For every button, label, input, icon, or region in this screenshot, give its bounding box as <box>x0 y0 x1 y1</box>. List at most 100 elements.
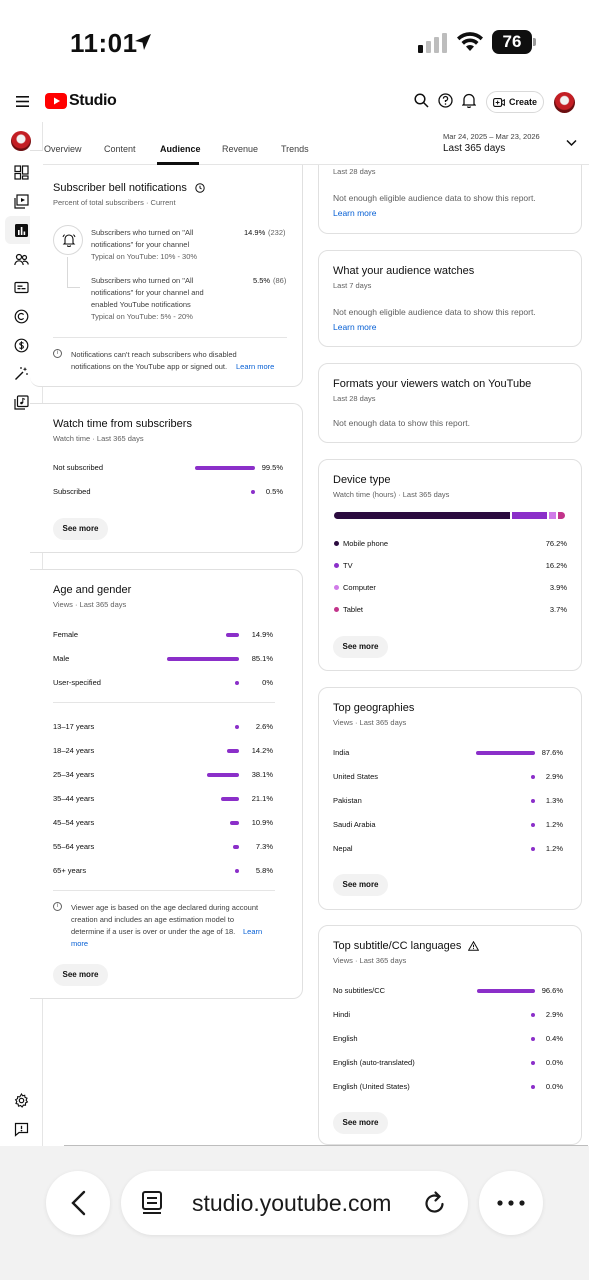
age-bar <box>229 821 239 825</box>
age-row-value: 38.1% <box>251 770 273 779</box>
geo-see-more-button[interactable]: See more <box>333 874 388 896</box>
earn-dollar-icon[interactable] <box>14 338 29 353</box>
browser-more-button[interactable] <box>479 1171 543 1235</box>
subtitles-row-label: English <box>333 1034 358 1043</box>
bell-card-title: Subscriber bell notifications <box>53 182 187 194</box>
bell-divider <box>53 337 287 338</box>
watch-subs-subtitle: Watch time · Last 365 days <box>53 434 144 443</box>
customization-wand-icon[interactable] <box>14 366 29 381</box>
chevron-down-icon[interactable] <box>566 139 577 147</box>
geo-bar <box>476 751 535 755</box>
battery-level: 76 <box>492 30 532 54</box>
gender-row-label: Male <box>53 654 70 663</box>
create-label: Create <box>508 97 537 107</box>
tab-content[interactable]: Content <box>104 144 136 154</box>
analytics-icon[interactable] <box>14 223 29 238</box>
age-note-line2: creation and includes an age estimation … <box>71 915 235 924</box>
watch-subs-bar <box>195 466 255 470</box>
top-card-learn-more-link[interactable]: Learn more <box>333 208 377 218</box>
search-icon[interactable] <box>414 93 429 108</box>
geo-row-label: Pakistan <box>333 796 362 805</box>
warning-icon[interactable] <box>468 941 479 951</box>
send-feedback-icon[interactable] <box>14 1122 29 1137</box>
settings-gear-icon[interactable] <box>14 1093 29 1108</box>
subtitles-row-value: 2.9% <box>545 1010 563 1019</box>
subtitles-see-more-button[interactable]: See more <box>333 1112 388 1134</box>
age-bar <box>221 797 239 801</box>
age-learn-link[interactable]: Learn <box>243 927 263 936</box>
browser-back-button[interactable] <box>46 1171 110 1235</box>
youtube-logo-icon[interactable] <box>45 93 67 109</box>
device-title: Device type <box>333 474 391 486</box>
age-gender-title: Age and gender <box>53 584 132 596</box>
channel-avatar[interactable] <box>11 131 31 151</box>
age-gender-see-more-button[interactable]: See more <box>53 964 108 986</box>
geo-bar-dot <box>531 847 535 851</box>
age-more-link[interactable]: more <box>71 939 89 948</box>
device-stack-segment <box>549 512 557 519</box>
formats-subtitle: Last 28 days <box>333 394 376 403</box>
info-icon: i <box>53 902 62 911</box>
notifications-bell-icon[interactable] <box>462 93 476 108</box>
audio-library-icon[interactable] <box>14 395 29 410</box>
geo-row-value: 2.9% <box>545 772 563 781</box>
bell-note-line1: Notifications can't reach subscribers wh… <box>71 350 237 359</box>
bell-note-line2: notifications on the YouTube app or sign… <box>71 362 228 371</box>
wifi-icon <box>457 32 483 51</box>
age-row-value: 14.2% <box>251 746 273 755</box>
device-see-more-button[interactable]: See more <box>333 636 388 658</box>
date-range-label[interactable]: Last 365 days <box>443 143 506 154</box>
copyright-icon[interactable] <box>14 309 29 324</box>
geo-row-value: 1.2% <box>545 820 563 829</box>
geo-row-label: United States <box>333 772 379 781</box>
age-note-line1: Viewer age is based on the age declared … <box>71 903 259 912</box>
date-range-dates[interactable]: Mar 24, 2025 – Mar 23, 2026 <box>443 132 540 141</box>
analytics-tabs-bar: Overview Content Audience Revenue Trends… <box>43 122 589 165</box>
reload-icon[interactable] <box>423 1190 447 1216</box>
browser-url-text: studio.youtube.com <box>192 1190 392 1216</box>
tab-overview[interactable]: Overview <box>44 144 82 154</box>
age-row-label: 18–24 years <box>53 746 95 755</box>
dashboard-icon[interactable] <box>14 165 29 180</box>
chevron-left-icon <box>71 1190 86 1216</box>
clock-info-icon[interactable] <box>195 183 205 193</box>
create-button[interactable]: Create <box>486 91 544 113</box>
what-watches-learn-more-link[interactable]: Learn more <box>333 322 377 332</box>
subtitles-bar-dot <box>531 1085 535 1089</box>
what-watches-subtitle: Last 7 days <box>333 281 372 290</box>
device-stack-segment <box>558 512 565 519</box>
geo-row-label: India <box>333 748 350 757</box>
subtitles-icon[interactable] <box>14 280 29 295</box>
account-avatar[interactable] <box>554 92 575 113</box>
age-row-label: 25–34 years <box>53 770 95 779</box>
age-gender-divider <box>53 702 275 703</box>
bell-row2-line1: Subscribers who turned on "All <box>91 276 194 285</box>
subtitles-row-value: 0.0% <box>545 1082 563 1091</box>
device-type-card: Device type Watch time (hours) · Last 36… <box>318 459 582 671</box>
subtitles-bar-dot <box>531 1061 535 1065</box>
help-icon[interactable] <box>438 93 453 108</box>
watch-time-subscribers-card: Watch time from subscribers Watch time ·… <box>30 403 303 553</box>
device-subtitle: Watch time (hours) · Last 365 days <box>333 490 450 499</box>
bell-learn-more-link[interactable]: Learn more <box>236 362 275 371</box>
reader-mode-icon[interactable] <box>142 1191 164 1215</box>
geo-row-label: Nepal <box>333 844 353 853</box>
watch-subs-see-more-button[interactable]: See more <box>53 518 108 540</box>
tab-trends[interactable]: Trends <box>281 144 309 154</box>
subtitles-row-value: 96.6% <box>541 986 563 995</box>
device-row-label: Tablet <box>343 605 364 614</box>
tab-audience[interactable]: Audience <box>160 144 201 154</box>
bell-row2-line3: enabled YouTube notifications <box>91 300 191 309</box>
content-icon[interactable] <box>14 194 29 209</box>
ios-status-bar: 11:01 76 <box>0 0 589 84</box>
age-row-value: 7.3% <box>255 842 273 851</box>
gender-row-label: Female <box>53 630 79 639</box>
browser-address-bar[interactable]: studio.youtube.com <box>121 1171 468 1235</box>
age-row-label: 65+ years <box>53 866 87 875</box>
subtitles-subtitle: Views · Last 365 days <box>333 956 407 965</box>
age-bar-dot <box>235 869 239 873</box>
menu-icon[interactable] <box>16 96 29 107</box>
tab-revenue[interactable]: Revenue <box>222 144 259 154</box>
community-icon[interactable] <box>14 252 29 267</box>
geo-bar-dot <box>531 799 535 803</box>
